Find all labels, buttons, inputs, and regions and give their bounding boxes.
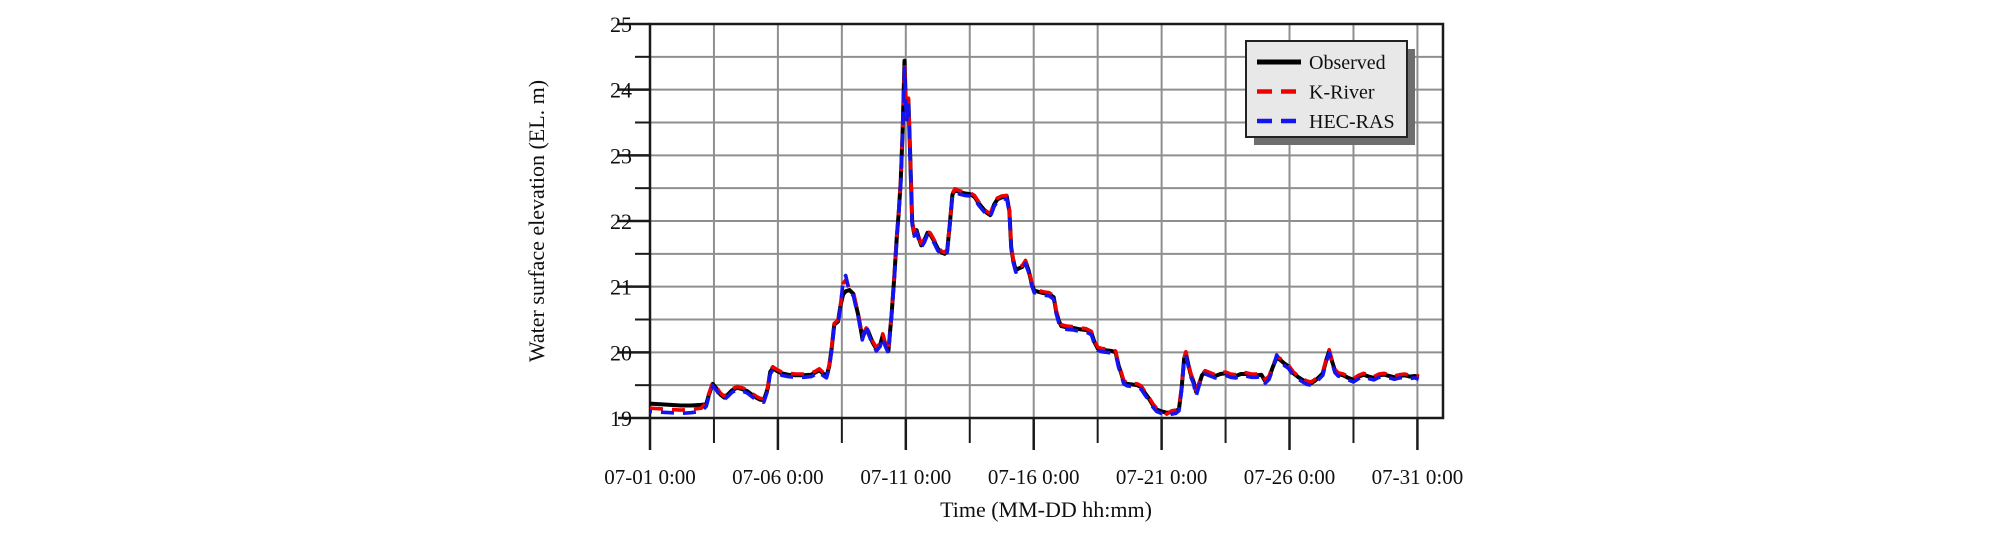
x-tick-label: 07-01 0:00: [604, 465, 696, 489]
hec-ras-line: [649, 66, 1420, 418]
x-tick-label: 07-21 0:00: [1116, 465, 1208, 489]
y-tick-label: 23: [610, 143, 632, 168]
x-tick-label: 07-11 0:00: [860, 465, 951, 489]
x-tick-label: 07-26 0:00: [1244, 465, 1336, 489]
plot-frame: [648, 22, 1445, 420]
y-tick-label: 20: [610, 340, 632, 365]
y-tick-label: 19: [610, 406, 632, 431]
axis-ticks: [618, 22, 1419, 450]
x-axis-title: Time (MM-DD hh:mm): [940, 497, 1152, 522]
y-tick-label: 22: [610, 209, 632, 234]
legend-label: HEC-RAS: [1309, 111, 1395, 133]
x-tick-label: 07-16 0:00: [988, 465, 1080, 489]
y-tick-label: 25: [610, 12, 632, 37]
x-tick-label: 07-06 0:00: [732, 465, 824, 489]
x-tick-label: 07-31 0:00: [1372, 465, 1464, 489]
legend-label: Observed: [1309, 52, 1386, 74]
y-tick-label: 24: [610, 78, 632, 103]
data-lines: [649, 58, 1420, 418]
y-axis-title: Water surface elevation (EL. m): [524, 80, 549, 362]
y-tick-label: 21: [610, 275, 632, 300]
legend: Observed K-River HEC-RAS: [1245, 40, 1415, 145]
legend-box: [1245, 40, 1408, 138]
tick-labels: 25 24 23 22 21 20 19 07-01 0:00 07-06 0:00 07-11 …: [604, 12, 1463, 489]
legend-label: K-River: [1309, 82, 1375, 104]
